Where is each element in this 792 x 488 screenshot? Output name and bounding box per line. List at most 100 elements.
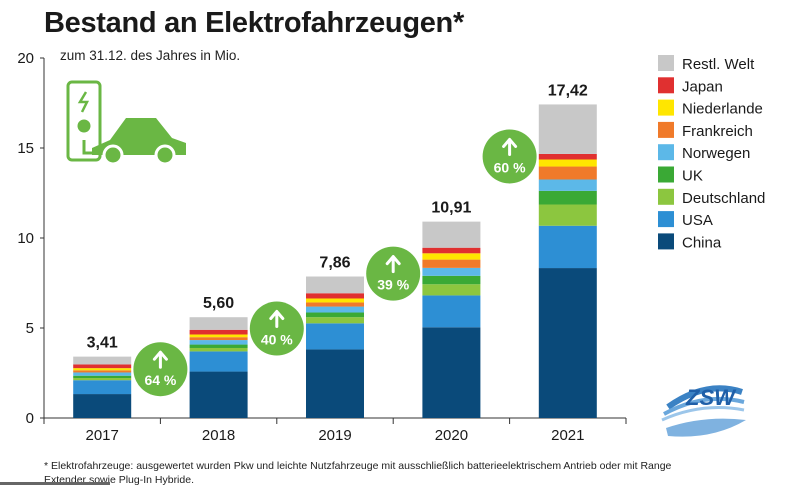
bar-segment-norwegen-2018 (189, 340, 248, 345)
bar-segment-japan-2019 (306, 293, 364, 299)
x-tick-label: 2018 (202, 427, 235, 444)
bar-segment-restl-welt-2021 (538, 104, 597, 154)
legend-label-usa: USA (682, 212, 713, 229)
bar-segment-usa-2019 (306, 323, 364, 350)
footnote: * Elektrofahrzeuge: ausgewertet wurden P… (44, 460, 672, 486)
x-tick-label: 2017 (86, 427, 119, 444)
bar-segment-niederlande-2020 (422, 253, 481, 260)
bar-segment-deutschland-2021 (538, 204, 597, 226)
bar-segment-usa-2017 (73, 380, 132, 395)
legend-label-deutschland: Deutschland (682, 190, 765, 207)
arrow-up-icon (152, 350, 168, 369)
arrow-up-icon (502, 137, 518, 156)
bar-segment-restl-welt-2019 (306, 276, 364, 294)
bar-segment-uk-2020 (422, 275, 481, 285)
bar-segment-frankreich-2017 (73, 370, 132, 373)
bar-segment-usa-2021 (538, 225, 597, 269)
bar-segment-norwegen-2017 (73, 372, 132, 376)
legend-label-frankreich: Frankreich (682, 123, 753, 140)
growth-badge-circle (366, 246, 421, 301)
y-tick-label: 20 (17, 50, 34, 67)
legend-label-norwegen: Norwegen (682, 145, 750, 162)
logo-text: ZSW (685, 385, 737, 410)
bar-segment-norwegen-2020 (422, 267, 481, 276)
legend-swatch-usa (658, 211, 674, 228)
bar-segment-uk-2017 (73, 375, 132, 379)
bar-segment-frankreich-2020 (422, 259, 481, 268)
growth-badge-2018: 64 % (133, 342, 188, 397)
bar-segment-japan-2020 (422, 247, 481, 254)
x-tick-label: 2019 (318, 427, 351, 444)
bar-segment-norwegen-2021 (538, 179, 597, 191)
growth-badge-circle (249, 301, 304, 356)
total-label-2018: 5,60 (203, 295, 234, 312)
total-label-2017: 3,41 (87, 335, 118, 352)
legend-label-restl-welt: Restl. Welt (682, 56, 755, 73)
bar-segment-china-2019 (306, 349, 364, 418)
arrow-up-icon (385, 255, 401, 274)
growth-badge-2021: 60 % (482, 129, 537, 184)
bar-segment-norwegen-2019 (306, 306, 364, 313)
bar-segment-uk-2021 (538, 190, 597, 205)
bar-segment-frankreich-2018 (189, 337, 248, 341)
bar-segment-uk-2019 (306, 312, 364, 318)
y-tick-label: 10 (17, 230, 34, 247)
bar-segment-deutschland-2020 (422, 284, 481, 296)
bar-segment-niederlande-2021 (538, 159, 597, 167)
bar-segment-uk-2018 (189, 344, 248, 348)
bar-segment-restl-welt-2020 (422, 221, 481, 248)
bar-segment-deutschland-2018 (189, 347, 248, 352)
bar-segment-restl-welt-2017 (73, 356, 132, 365)
legend-label-niederlande: Niederlande (682, 101, 763, 118)
bar-segment-niederlande-2018 (189, 334, 248, 338)
bar-segment-japan-2021 (538, 153, 597, 160)
growth-badge-2019: 40 % (249, 301, 304, 356)
legend-swatch-norwegen (658, 144, 674, 161)
legend-swatch-uk (658, 166, 674, 183)
growth-badge-2020: 39 % (366, 246, 421, 301)
ev-charging-car-icon (66, 80, 186, 166)
bar-segment-usa-2018 (189, 351, 248, 372)
bar-segment-niederlande-2019 (306, 298, 364, 303)
growth-label: 64 % (144, 372, 176, 388)
bar-segment-china-2018 (189, 371, 248, 418)
chart-title: Bestand an Elektrofahrzeugen* (44, 7, 464, 39)
bar-segment-frankreich-2021 (538, 166, 597, 180)
footer-divider (0, 482, 110, 485)
bar-segment-china-2017 (73, 394, 132, 418)
zsw-logo: ZSW (661, 385, 746, 437)
growth-label: 39 % (377, 277, 409, 293)
y-tick-label: 15 (17, 140, 34, 157)
bar-segment-china-2020 (422, 327, 481, 418)
bar-segment-deutschland-2017 (73, 378, 132, 381)
growth-label: 60 % (494, 159, 526, 175)
bar-segment-niederlande-2017 (73, 368, 132, 371)
total-label-2021: 17,42 (548, 82, 588, 99)
x-tick-label: 2020 (435, 427, 468, 444)
growth-badge-circle (133, 342, 188, 397)
arrow-up-icon (269, 310, 285, 329)
legend-swatch-japan (658, 77, 674, 94)
legend-label-uk: UK (682, 168, 703, 185)
bar-segment-restl-welt-2018 (189, 317, 248, 330)
legend-label-china: China (682, 234, 722, 251)
legend-swatch-china (658, 233, 674, 250)
bar-segment-deutschland-2019 (306, 317, 364, 324)
bar-segment-china-2021 (538, 268, 597, 418)
y-tick-label: 5 (26, 320, 34, 337)
legend-swatch-frankreich (658, 121, 674, 138)
legend-swatch-deutschland (658, 188, 674, 205)
chart-subtitle: zum 31.12. des Jahres in Mio. (56, 48, 245, 63)
bar-segment-japan-2017 (73, 364, 132, 369)
legend-label-japan: Japan (682, 78, 723, 95)
y-tick-label: 0 (26, 410, 34, 427)
total-label-2019: 7,86 (319, 255, 350, 272)
legend-swatch-restl-welt (658, 55, 674, 71)
growth-badge-circle (482, 129, 537, 184)
growth-label: 40 % (261, 332, 293, 348)
legend-swatch-niederlande (658, 99, 674, 116)
bar-segment-frankreich-2019 (306, 302, 364, 307)
bar-segment-japan-2018 (189, 329, 248, 335)
bar-segment-usa-2020 (422, 295, 481, 328)
